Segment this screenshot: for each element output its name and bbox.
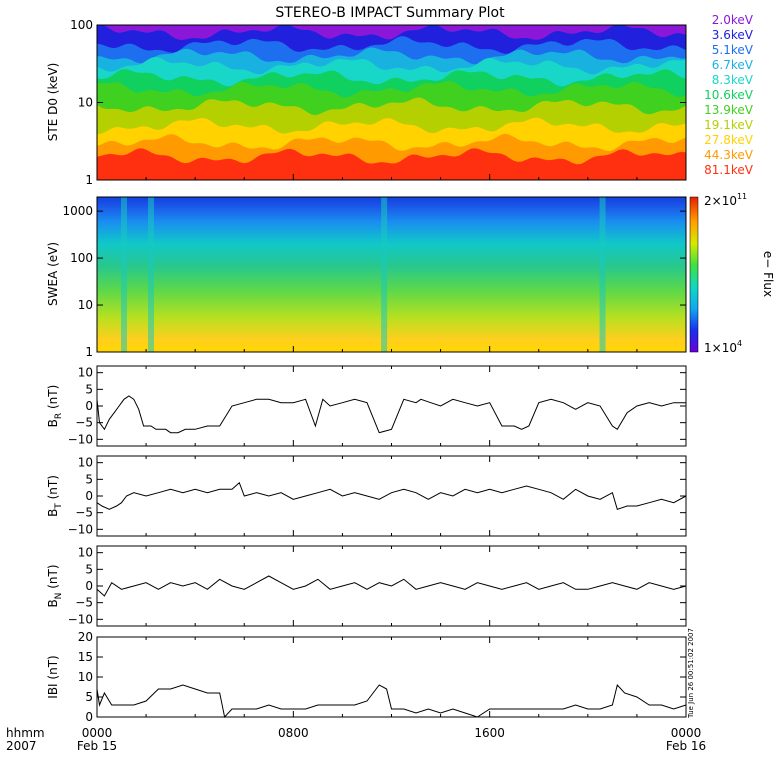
bn-series-line	[96, 575, 687, 597]
colorbar-scale	[689, 196, 699, 353]
br-ytick-label: 10	[78, 366, 93, 380]
swea-panel: 1 10 100 1000 SWEA (eV) 2×1011 1×104 e− Flu…	[46, 192, 775, 359]
x-tick-time-label: 0800	[278, 726, 309, 740]
x-axis-year-label: 2007	[6, 739, 37, 753]
bt-ylabel: BT (nT)	[46, 475, 64, 517]
swea-colorbar: 2×1011 1×104 e− Flux	[689, 192, 775, 355]
bn-ytick-label: 0	[85, 579, 93, 593]
bmag-panel: 0 5 10 15 20 IBI (nT)	[46, 630, 687, 724]
swea-stripe	[381, 197, 388, 352]
legend-entry-19-1kev: 19.1keV	[704, 118, 754, 132]
legend-entry-2-0kev: 2.0keV	[712, 13, 754, 27]
x-tick-date-label: Feb 16	[666, 739, 706, 753]
bt-panel: −10 −5 0 5 10 BT (nT)	[46, 455, 687, 537]
legend-entry-6-7kev: 6.7keV	[712, 58, 754, 72]
ste-band-81-1kev	[97, 148, 686, 180]
legend-entry-44-3kev: 44.3keV	[704, 148, 754, 162]
bn-panel: −10 −5 0 5 10 BN (nT)	[46, 545, 687, 627]
bn-ylabel: BN (nT)	[46, 564, 64, 607]
br-ylabel: BR (nT)	[46, 385, 64, 428]
legend-entry-8-3kev: 8.3keV	[712, 73, 754, 87]
bn-ytick-label: −10	[68, 612, 93, 626]
swea-ytick-label: 1000	[62, 204, 93, 218]
bt-ytick-label: 10	[78, 456, 93, 470]
colorbar-title: e− Flux	[761, 251, 775, 297]
legend-entry-10-6kev: 10.6keV	[704, 88, 754, 102]
legend-entry-3-6kev: 3.6keV	[712, 28, 754, 42]
swea-y-ticks: 1 10 100 1000	[62, 204, 686, 359]
swea-spectrogram	[97, 197, 686, 352]
swea-stripes	[120, 197, 606, 352]
swea-ytick-label: 1	[85, 345, 93, 359]
br-panel: −10 −5 0 5 10 BR (nT)	[46, 365, 687, 447]
swea-stripe	[599, 197, 606, 352]
swea-ytick-label: 10	[78, 298, 93, 312]
figure-title: STEREO-B IMPACT Summary Plot	[275, 5, 505, 21]
ste-legend: 2.0keV 3.6keV 5.1keV 6.7keV 8.3keV 10.6k…	[704, 13, 754, 177]
x-axis-hhmm-label: hhmm	[6, 726, 45, 740]
legend-entry-13-9kev: 13.9keV	[704, 103, 754, 117]
x-tick-time-label: 1600	[474, 726, 505, 740]
ste-energy-bands	[97, 25, 686, 181]
ste-ytick-label: 1	[85, 173, 93, 187]
x-tick-time-label: 0000	[671, 726, 702, 740]
ste-ylabel: STE D0 (keV)	[46, 63, 60, 142]
bmag-series-line	[96, 683, 687, 719]
legend-entry-81-1kev: 81.1keV	[704, 163, 754, 177]
x-tick-date-label: Feb 15	[77, 739, 117, 753]
bt-ytick-label: −5	[75, 506, 93, 520]
bn-ytick-label: 10	[78, 546, 93, 560]
br-ytick-label: −10	[68, 432, 93, 446]
legend-entry-27-8kev: 27.8keV	[704, 133, 754, 147]
bt-ytick-label: 0	[85, 489, 93, 503]
bmag-ytick-label: 0	[85, 710, 93, 724]
swea-ytick-label: 100	[70, 251, 93, 265]
bt-ytick-label: 5	[85, 472, 93, 486]
ste-panel: 1 10 100 STE D0 (keV) 2.0keV 3.6keV 5.1keV…	[46, 13, 754, 187]
br-ytick-label: 5	[85, 382, 93, 396]
br-ytick-label: 0	[85, 399, 93, 413]
bmag-ytick-label: 15	[78, 650, 93, 664]
bmag-ylabel: IBI (nT)	[46, 655, 60, 698]
bmag-ytick-label: 10	[78, 670, 93, 684]
x-tick-time-label: 0000	[82, 726, 113, 740]
bn-ytick-label: −5	[75, 596, 93, 610]
ste-ytick-label: 10	[78, 96, 93, 110]
bmag-frame	[96, 636, 687, 718]
bn-ytick-label: 5	[85, 562, 93, 576]
swea-stripe	[147, 197, 154, 352]
bt-series-line	[96, 481, 687, 510]
bt-ytick-label: −10	[68, 522, 93, 536]
plot-timestamp: Tue Jun 26 00:51:02 2007	[687, 628, 695, 719]
swea-ylabel: SWEA (eV)	[46, 242, 60, 306]
bmag-ytick-label: 20	[78, 630, 93, 644]
ste-y-ticks: 1 10 100	[70, 18, 686, 187]
br-series-line	[96, 395, 686, 434]
colorbar-min-label: 1×104	[704, 339, 742, 355]
br-frame	[96, 365, 687, 447]
legend-entry-5-1kev: 5.1keV	[712, 43, 754, 57]
br-ytick-label: −5	[75, 416, 93, 430]
bmag-ytick-label: 5	[85, 690, 93, 704]
bt-frame	[96, 455, 687, 537]
swea-stripe	[120, 197, 127, 352]
colorbar-max-label: 2×1011	[704, 192, 747, 208]
ste-ytick-label: 100	[70, 18, 93, 32]
